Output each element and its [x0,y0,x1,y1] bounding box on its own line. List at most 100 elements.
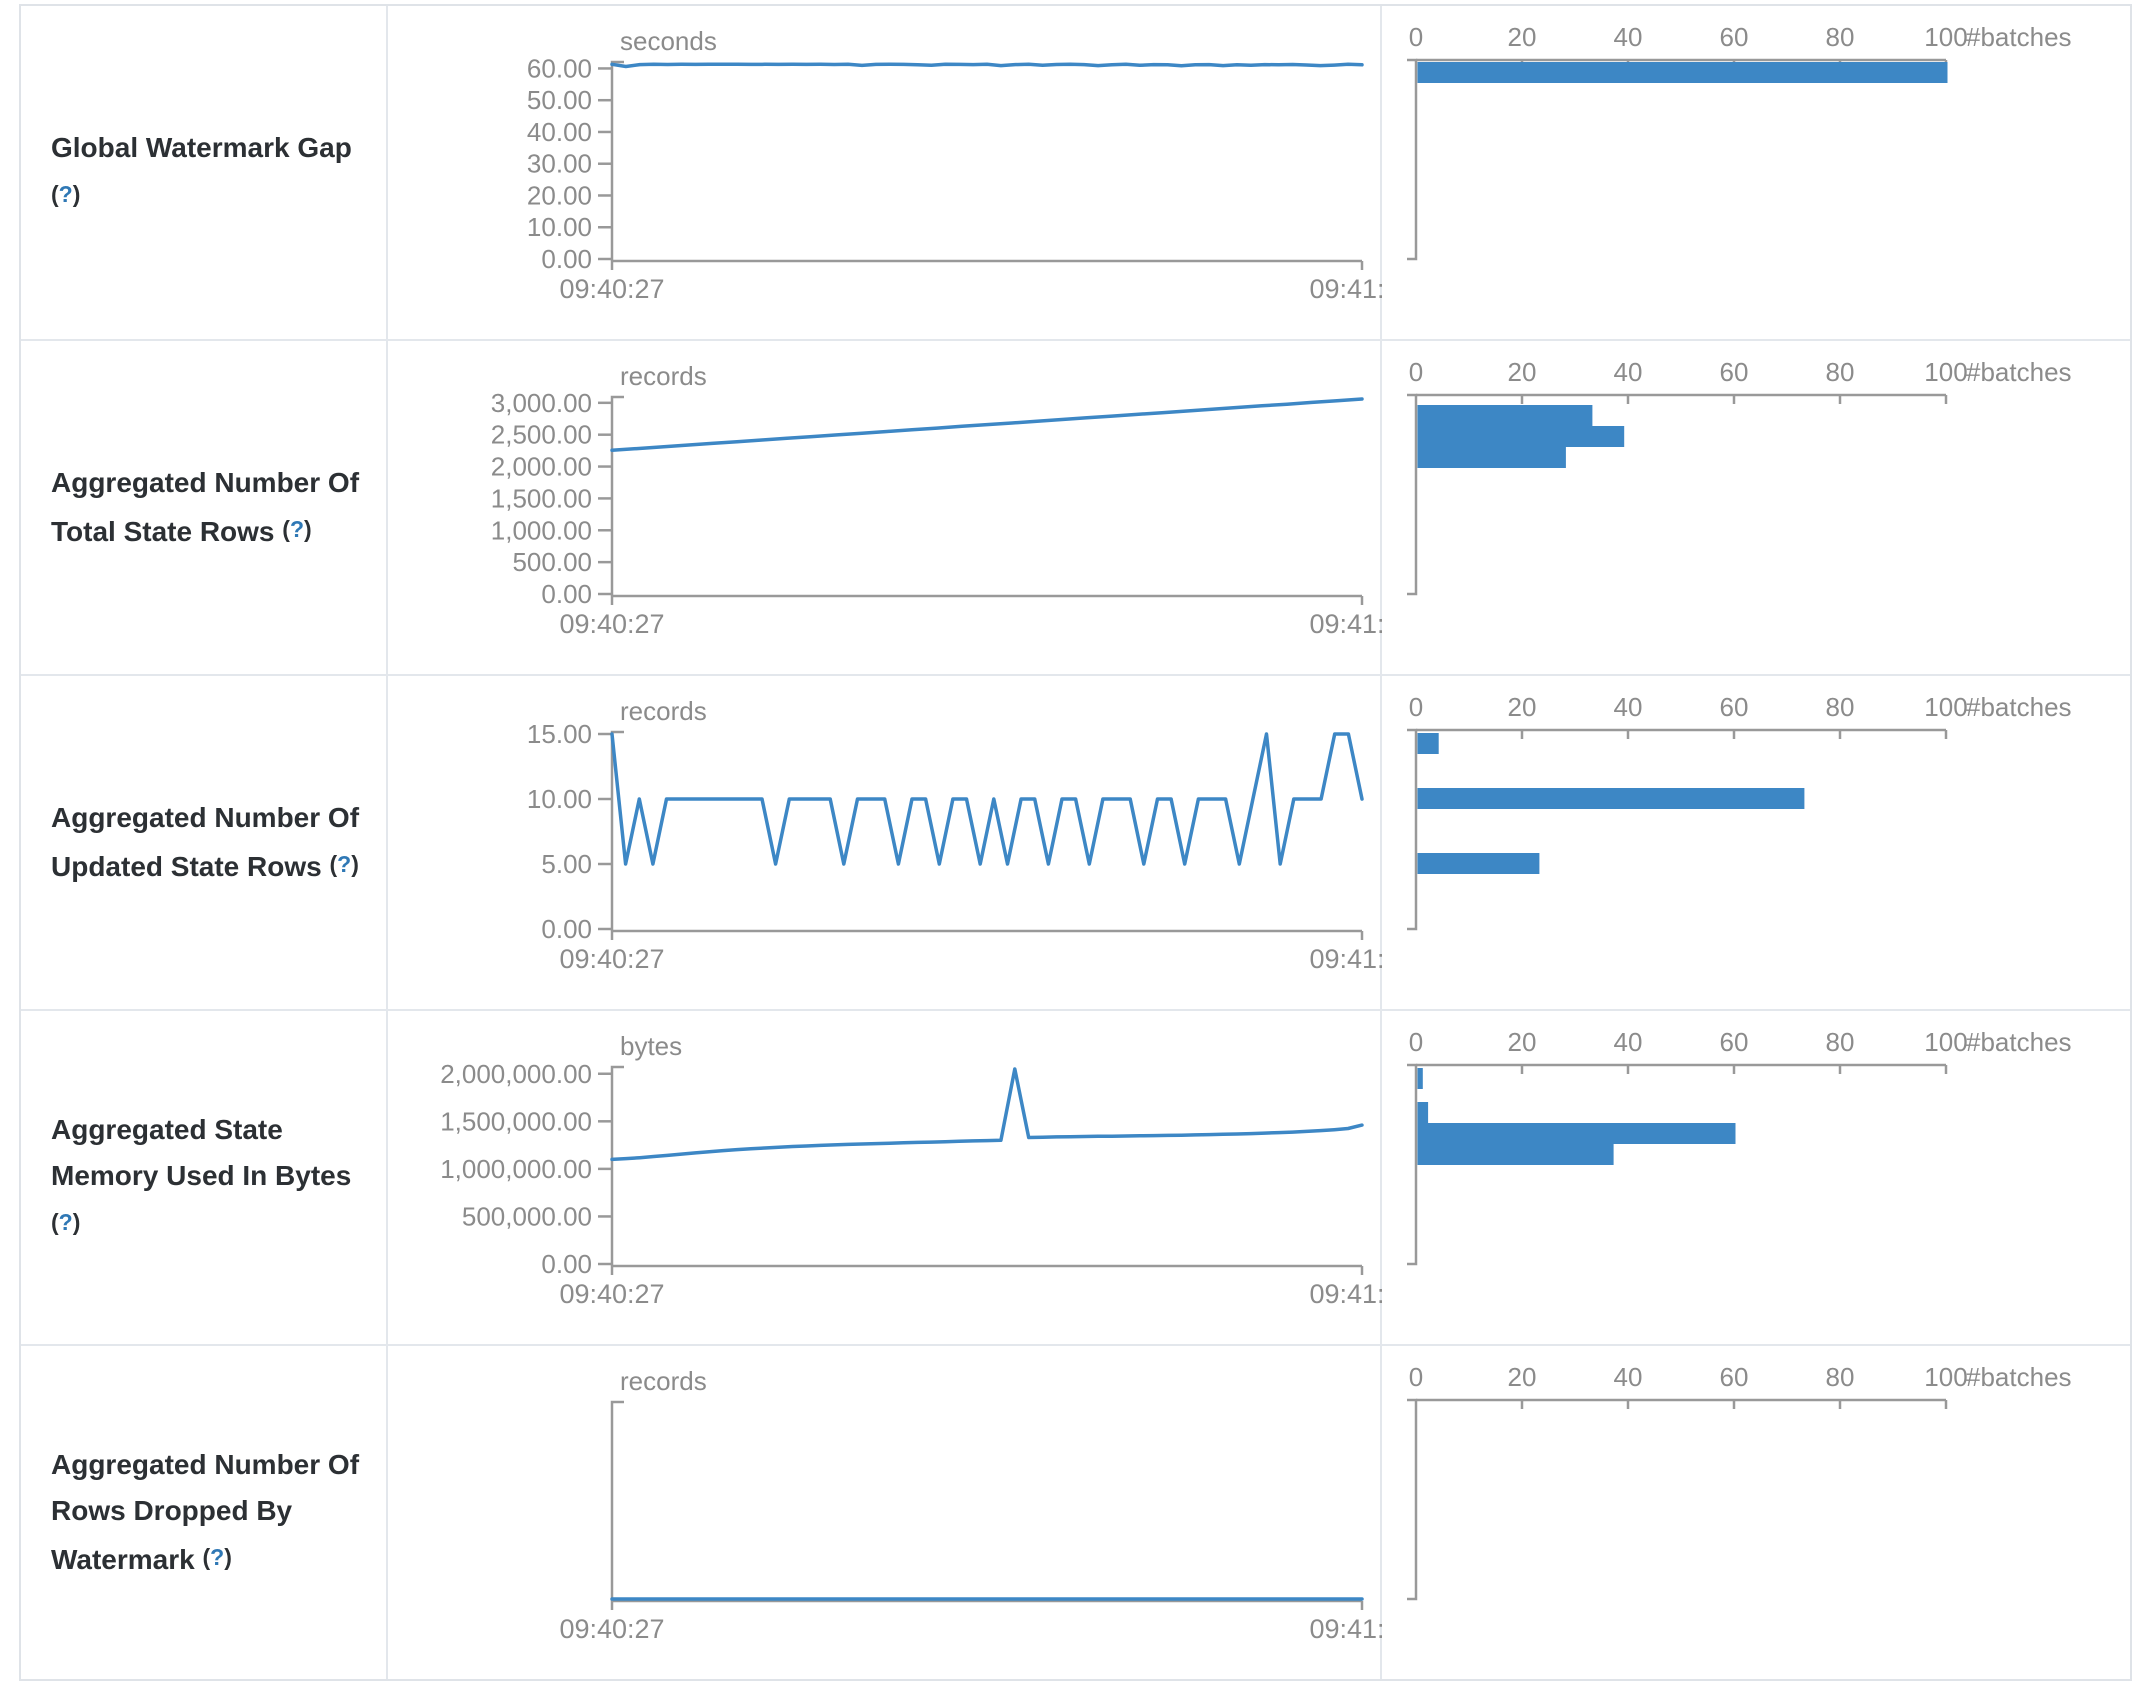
histogram-bar [1417,405,1593,426]
timeline-chart: seconds 60.0050.0040.0030.0020.0010.000.0… [527,26,1382,304]
metric-label-cell: Aggregated Number Of Updated State Rows … [21,676,388,1009]
y-tick-label: 0.00 [541,914,592,944]
hist-tick-label: 0 [1409,692,1423,722]
hist-axis-unit-label: #batches [1966,692,2072,722]
timeline-unit-label: records [620,1366,707,1396]
hist-tick-label: 80 [1826,22,1855,52]
hist-tick-label: 20 [1508,1027,1537,1057]
help-paren-close: ) [72,1209,81,1235]
hist-tick-label: 20 [1508,692,1537,722]
hist-tick-label: 60 [1720,1362,1749,1392]
hist-tick-label: 60 [1720,1027,1749,1057]
hist-tick-label: 80 [1826,357,1855,387]
y-tick-label: 10.00 [527,212,592,242]
y-tick-label: 0.00 [541,1249,592,1279]
x-end-label: 09:41:56 [1309,274,1382,304]
y-tick-label: 0.00 [541,579,592,609]
metric-row: Aggregated Number Of Total State Rows (?… [21,339,2130,674]
timeline-line-0 [610,62,1364,69]
histogram-cell: 0 20 40 60 80 100 #batches [1382,6,2124,339]
y-tick-label: 3,000.00 [491,388,592,418]
help-link[interactable]: ? [337,851,352,877]
hist-tick-label: 100 [1924,692,1967,722]
hist-tick-label: 100 [1924,1362,1967,1392]
help-paren-close: ) [351,851,359,877]
hist-tick-label: 40 [1614,22,1643,52]
y-tick-label: 0.00 [541,244,592,274]
help-paren-open: ( [202,1544,211,1570]
histogram-chart: 0 20 40 60 80 100#batches [1407,1027,2072,1266]
histogram-cell: 0 20 40 60 80 100 #batches [1382,676,2124,1009]
hist-tick-label: 40 [1614,357,1643,387]
hist-tick-label: 100 [1924,357,1967,387]
metric-row: Aggregated State Memory Used In Bytes (?… [21,1009,2130,1344]
hist-tick-label: 100 [1924,22,1967,52]
metric-label-cell: Aggregated Number Of Total State Rows (?… [21,341,388,674]
timeline-unit-label: records [620,361,707,391]
timeline-line-2 [610,732,1364,866]
help-link[interactable]: ? [210,1544,225,1570]
streaming-statistics-table: Global Watermark Gap (?) seconds 60.00 50.… [19,4,2132,1681]
help-paren-close: ) [72,181,81,207]
y-tick-label: 30.00 [527,149,592,179]
timeline-unit-label: seconds [620,26,717,56]
help-link[interactable]: ? [289,516,305,542]
timeline-cell: records 3,000.00 2,500.00 2,000.00 1,500.00 1… [388,341,1382,674]
hist-tick-label: 60 [1720,22,1749,52]
histogram-cell: 0 20 40 60 80 100 #batches [1382,341,2124,674]
timeline-chart: bytes 2,000,000.00 1,500,000.00 1,000,000.0… [440,1031,1382,1309]
hist-tick-label: 40 [1614,1027,1643,1057]
metric-name: Aggregated Number Of Updated State Rows … [51,795,372,890]
help-badge: (?) [202,1544,231,1570]
metric-name-text: Global Watermark Gap [51,132,352,163]
hist-tick-label: 20 [1508,22,1537,52]
timeline-cell: records 09:40:27 09:41:56 [388,1346,1382,1679]
y-tick-label: 1,000.00 [491,515,592,545]
y-tick-label: 2,000,000.00 [440,1059,592,1089]
metric-name: Global Watermark Gap (?) [51,125,372,220]
hist-tick-label: 80 [1826,1362,1855,1392]
hist-axis-unit-label: #batches [1966,1027,2072,1057]
hist-tick-label: 20 [1508,357,1537,387]
help-link[interactable]: ? [58,181,73,207]
histogram-cell: 0 20 40 60 80 100 #batches [1382,1011,2124,1344]
hist-tick-label: 0 [1409,1027,1423,1057]
hist-tick-label: 40 [1614,692,1643,722]
timeline-line-3 [610,1067,1364,1162]
help-paren-open: ( [51,1209,59,1235]
hist-tick-label: 100 [1924,1027,1967,1057]
hist-tick-label: 60 [1720,357,1749,387]
timeline-chart: records 3,000.002,500.002,000.001,500.001… [491,361,1382,639]
help-paren-open: ( [51,181,59,207]
hist-tick-label: 80 [1826,692,1855,722]
timeline-cell: seconds 60.00 50.00 40.00 30.00 20.00 10.00 0.0… [388,6,1382,339]
y-tick-label: 20.00 [527,180,592,210]
hist-tick-label: 0 [1409,1362,1423,1392]
help-paren-open: ( [329,851,338,877]
help-badge: (?) [282,516,311,542]
help-paren-close: ) [304,516,312,542]
y-tick-label: 1,500,000.00 [440,1106,592,1136]
metric-row: Aggregated Number Of Rows Dropped By Wat… [21,1344,2130,1679]
help-link[interactable]: ? [58,1209,73,1235]
y-tick-label: 2,000.00 [491,452,592,482]
x-start-label: 09:40:27 [559,274,664,304]
histogram-bar [1417,1144,1614,1165]
y-tick-label: 60.00 [527,53,592,83]
y-tick-label: 2,500.00 [491,420,592,450]
histogram-chart: 0 20 40 60 80 100#batches [1407,22,2072,261]
metric-row: Global Watermark Gap (?) seconds 60.00 50.… [21,6,2130,339]
hist-axis-unit-label: #batches [1966,22,2072,52]
metric-name-text: Aggregated Number Of Rows Dropped By Wat… [51,1449,360,1575]
metric-name-text: Aggregated Number Of Total State Rows [51,467,360,547]
y-tick-label: 500.00 [512,547,592,577]
histogram-chart: 0 20 40 60 80 100#batches [1407,1362,2072,1601]
y-tick-label: 500,000.00 [462,1201,592,1231]
timeline-unit-label: records [620,696,707,726]
metric-row: Aggregated Number Of Updated State Rows … [21,674,2130,1009]
metric-label-cell: Global Watermark Gap (?) [21,6,388,339]
timeline-unit-label: bytes [620,1031,682,1061]
x-end-label: 09:41:56 [1309,1279,1382,1309]
